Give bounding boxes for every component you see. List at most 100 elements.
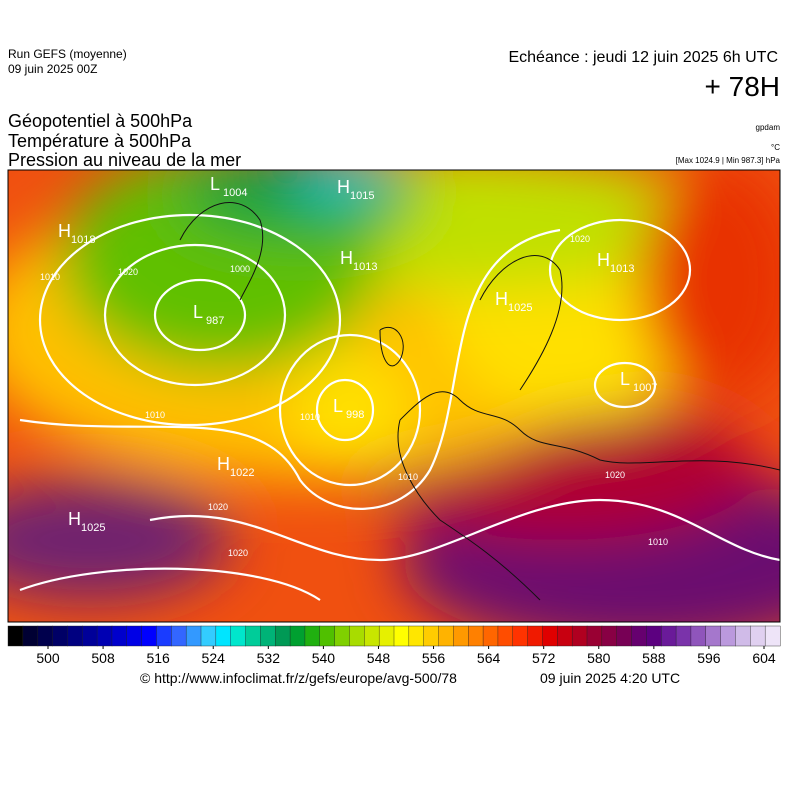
field-title: Pression au niveau de la mer [8,150,241,170]
colorbar-swatch [245,625,261,647]
center-kind: L [333,396,343,416]
run-date: 09 juin 2025 00Z [8,62,97,76]
pressure-center: H 1018 [58,221,95,246]
colorbar-tick-label: 500 [36,650,60,666]
colorbar-tick-label: 540 [312,650,336,666]
colorbar-swatch [675,625,692,647]
colorbar-swatch [260,625,276,647]
colorbar-swatch [571,625,588,647]
colorbar-swatch [96,625,113,647]
pressure-center: H 1022 [217,454,254,479]
colorbar-swatch [408,625,425,647]
pressure-center: L 1004 [210,174,247,199]
isobar-label: 1010 [40,272,60,282]
center-kind: H [340,248,353,268]
colorbar-swatch [364,625,380,647]
isobar-label: 1020 [570,234,590,244]
pressure-center: H 1013 [340,248,377,273]
isobars [19,213,780,601]
colorbar-swatch [557,625,573,647]
isobar-label: 1020 [118,267,138,277]
center-value: 1025 [508,302,532,314]
center-kind: H [217,454,230,474]
colorbar-swatch [200,625,217,647]
colorbar-swatch [334,625,350,647]
unit-label: °C [771,143,780,152]
echeance: Echéance : jeudi 12 juin 2025 6h UTC [508,49,778,66]
colorbar-swatch [601,625,618,647]
colorbar-swatch [126,625,143,647]
run-label: Run GEFS (moyenne) [8,47,127,61]
map-field [8,170,780,622]
center-kind: H [597,250,610,270]
colorbar-tick-label: 516 [146,650,170,666]
colorbar-swatch [289,625,306,647]
colorbar-swatch [586,625,603,647]
center-kind: H [337,177,350,197]
pressure-range: [Max 1024.9 | Min 987.3] hPa [676,156,781,165]
colorbar-swatch [764,625,781,647]
colorbar-swatch [720,625,736,647]
colorbar-swatch [156,625,172,647]
center-kind: H [495,289,508,309]
colorbar-swatch [37,625,54,647]
pressure-center: H 1015 [337,177,374,202]
colorbar-swatch [438,625,454,647]
colorbar-swatch [319,625,336,647]
colorbar-tick-label: 556 [422,650,446,666]
colorbar-swatch [497,625,514,647]
pressure-center: H 1025 [68,509,105,534]
center-value: 1018 [71,234,95,246]
pressure-center: L 987 [193,302,224,327]
center-kind: H [58,221,71,241]
isobar-label: 1020 [605,470,625,480]
colorbar-swatch [22,625,39,647]
center-value: 1013 [353,261,377,273]
isobar-label: 1010 [145,410,165,420]
colorbar-swatch [750,625,766,647]
pressure-center: H 1025 [495,289,532,314]
pressure-center: L 1007 [620,369,657,394]
center-kind: L [210,174,220,194]
colorbar-swatch [393,625,410,647]
colorbar-swatch [423,625,440,647]
colorbar-swatch [453,625,469,647]
colorbar-swatch [512,625,529,647]
center-value: 998 [346,409,364,421]
center-value: 987 [206,315,224,327]
colorbar-swatch [646,625,662,647]
colorbar-swatch [52,625,68,647]
field-title: Géopotentiel à 500hPa [8,111,193,131]
colorbar-swatch [631,625,647,647]
colorbar-tick-label: 508 [91,650,115,666]
colorbar-tick-label: 564 [477,650,501,666]
colorbar-swatch [735,625,751,647]
center-value: 1025 [81,522,105,534]
center-value: 1013 [610,263,634,275]
isobar-label: 1020 [228,548,248,558]
center-value: 1007 [633,382,657,394]
colorbar-tick-label: 532 [257,650,281,666]
isobar-label: 1010 [648,537,668,547]
colorbar-swatch [215,625,232,647]
pressure-center: H 1013 [597,250,634,275]
colorbar-swatch [616,625,633,647]
pressure-center: L 998 [333,396,364,421]
footer-time: 09 juin 2025 4:20 UTC [540,670,680,686]
unit-label: gpdam [756,123,781,132]
colorbar-swatch [171,625,187,647]
colorbar-swatch [7,625,24,647]
colorbar-swatch [67,625,83,647]
footer-url: © http://www.infoclimat.fr/z/gefs/europe… [140,670,457,686]
lead-time: + 78H [705,71,781,102]
colorbar-swatch [111,625,128,647]
isobar-label: 1000 [230,264,250,274]
colorbar-tick-label: 572 [532,650,556,666]
center-kind: L [620,369,630,389]
field-title: Température à 500hPa [8,131,192,151]
colorbar-tick-label: 588 [642,650,666,666]
colorbar-swatch [349,625,365,647]
center-kind: L [193,302,203,322]
